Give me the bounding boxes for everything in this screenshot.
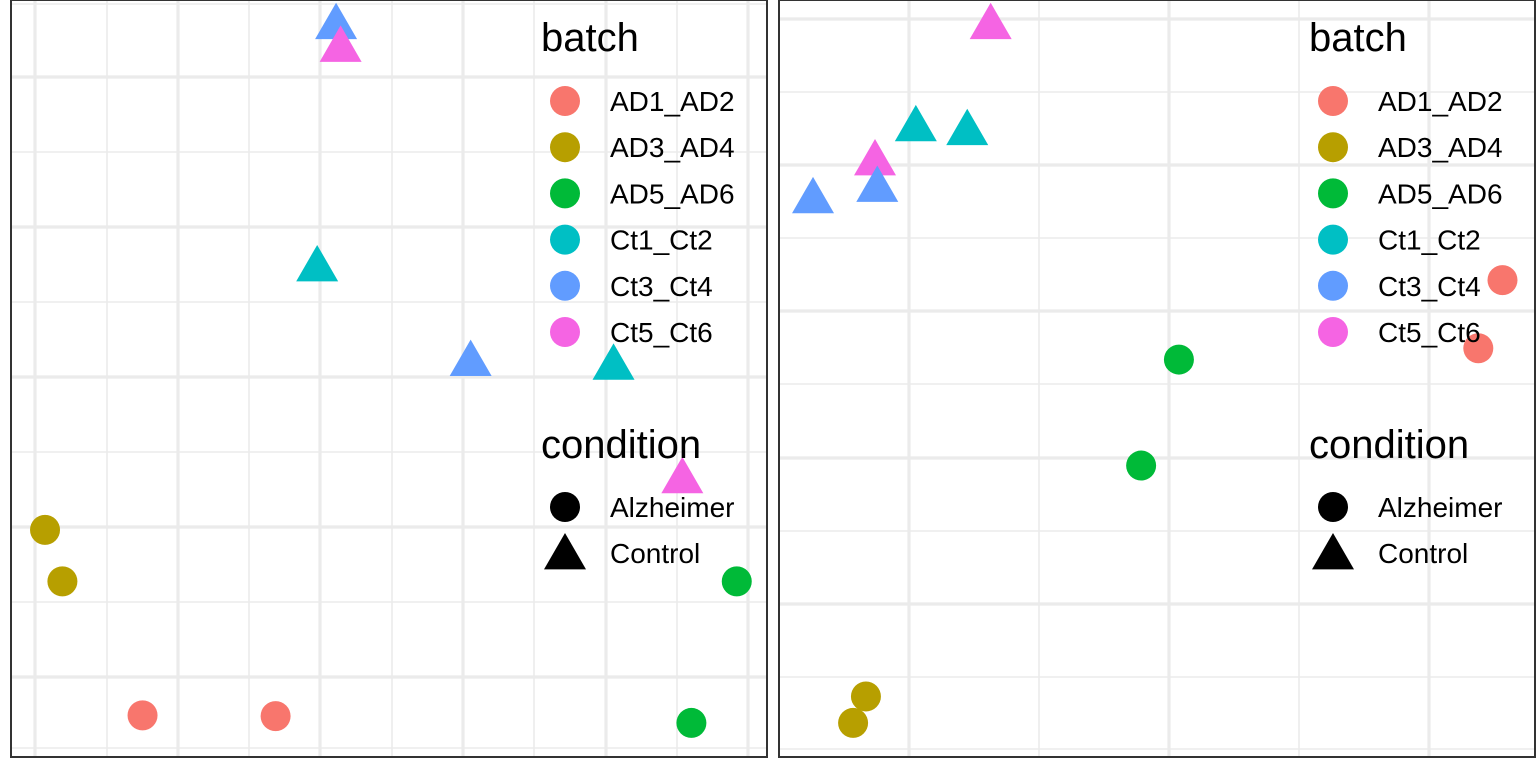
data-point-ad5_ad6-alzheimer: [1126, 450, 1157, 481]
data-point-ct1_ct2-control: [296, 244, 339, 282]
condition-legend-title: condition: [541, 423, 701, 467]
data-point-ad3_ad4-alzheimer: [30, 514, 61, 545]
data-point-ct1_ct2-control: [946, 108, 989, 146]
right-scatter-panel: batch AD1_AD2 AD3_AD4 AD5_AD6 Ct1_Ct2 Ct3_Ct…: [778, 0, 1536, 758]
legend-label-ct3_ct4: Ct3_Ct4: [1378, 271, 1481, 302]
data-point-ad1_ad2-alzheimer: [127, 700, 158, 731]
condition-legend-title: condition: [1309, 423, 1469, 467]
data-point-ad5_ad6-alzheimer: [676, 707, 707, 738]
data-point-ad1_ad2-alzheimer: [1487, 265, 1518, 296]
legend-key-ct3_ct4: [550, 270, 580, 301]
legend-label-ad3_ad4: AD3_AD4: [1378, 132, 1503, 163]
legend-key-alzheimer: [1318, 492, 1348, 522]
legend-key-ad1_ad2: [1318, 86, 1348, 116]
batch-legend-title: batch: [541, 16, 639, 60]
legend-key-ct5_ct6: [1318, 317, 1348, 347]
legend-label-ad1_ad2: AD1_AD2: [610, 86, 735, 117]
legend-key-alzheimer: [550, 492, 580, 522]
legend-label-ct3_ct4: Ct3_Ct4: [610, 271, 713, 302]
batch-legend-title: batch: [1309, 16, 1407, 60]
legend-label-ad3_ad4: AD3_AD4: [610, 132, 735, 163]
data-point-ad1_ad2-alzheimer: [260, 701, 291, 732]
data-point-ct5_ct6-control: [661, 456, 704, 494]
legend-label-alzheimer: Alzheimer: [1378, 492, 1502, 523]
data-point-ct1_ct2-control: [894, 104, 937, 142]
left-scatter-panel: batch AD1_AD2 AD3_AD4 AD5_AD6 Ct1_Ct2 Ct3_Ct…: [10, 0, 768, 758]
legend-key-ct5_ct6: [550, 317, 580, 347]
data-point-ct3_ct4-control: [792, 176, 835, 214]
legend-key-ad1_ad2: [550, 86, 580, 116]
data-point-ct3_ct4-control: [449, 339, 492, 376]
legend-label-ct5_ct6: Ct5_Ct6: [610, 317, 713, 348]
data-point-ad3_ad4-alzheimer: [850, 681, 881, 712]
data-point-ct5_ct6-control: [319, 25, 362, 62]
legend-label-ad5_ad6: AD5_AD6: [1378, 178, 1503, 209]
data-point-ad1_ad2-alzheimer: [1463, 333, 1494, 364]
data-point-ad3_ad4-alzheimer: [838, 707, 869, 738]
legend-label-ct1_ct2: Ct1_Ct2: [610, 225, 713, 256]
data-point-ad5_ad6-alzheimer: [1163, 344, 1194, 375]
right-panel-border: [778, 0, 1536, 758]
legend-key-ad3_ad4: [550, 132, 580, 163]
legend-key-ct1_ct2: [550, 224, 580, 255]
data-point-ad3_ad4-alzheimer: [47, 566, 78, 597]
data-point-ad5_ad6-alzheimer: [721, 566, 752, 597]
data-point-ct3_ct4-control: [856, 165, 899, 202]
legend-key-control: [1312, 533, 1354, 570]
legend-label-ad1_ad2: AD1_AD2: [1378, 86, 1503, 117]
data-point-ct3_ct4-control: [315, 2, 358, 40]
legend-label-ct1_ct2: Ct1_Ct2: [1378, 225, 1481, 256]
data-point-ct1_ct2-control: [592, 343, 635, 380]
right-legend: batch AD1_AD2 AD3_AD4 AD5_AD6 Ct1_Ct2 Ct3_Ct…: [1309, 16, 1503, 570]
legend-key-ad5_ad6: [1318, 178, 1348, 209]
legend-key-control: [544, 533, 586, 570]
left-legend: batch AD1_AD2 AD3_AD4 AD5_AD6 Ct1_Ct2 Ct3_Ct…: [541, 16, 735, 570]
legend-label-control: Control: [610, 538, 700, 569]
legend-label-ct5_ct6: Ct5_Ct6: [1378, 317, 1481, 348]
data-point-ct5_ct6-control: [969, 2, 1012, 40]
left-panel-border: [10, 0, 768, 758]
legend-key-ad5_ad6: [550, 178, 580, 209]
data-point-ct5_ct6-control: [854, 138, 897, 176]
legend-label-alzheimer: Alzheimer: [610, 492, 734, 523]
legend-label-control: Control: [1378, 538, 1468, 569]
legend-key-ad3_ad4: [1318, 132, 1348, 163]
legend-key-ct3_ct4: [1318, 270, 1348, 301]
legend-key-ct1_ct2: [1318, 224, 1348, 255]
legend-label-ad5_ad6: AD5_AD6: [610, 178, 735, 209]
